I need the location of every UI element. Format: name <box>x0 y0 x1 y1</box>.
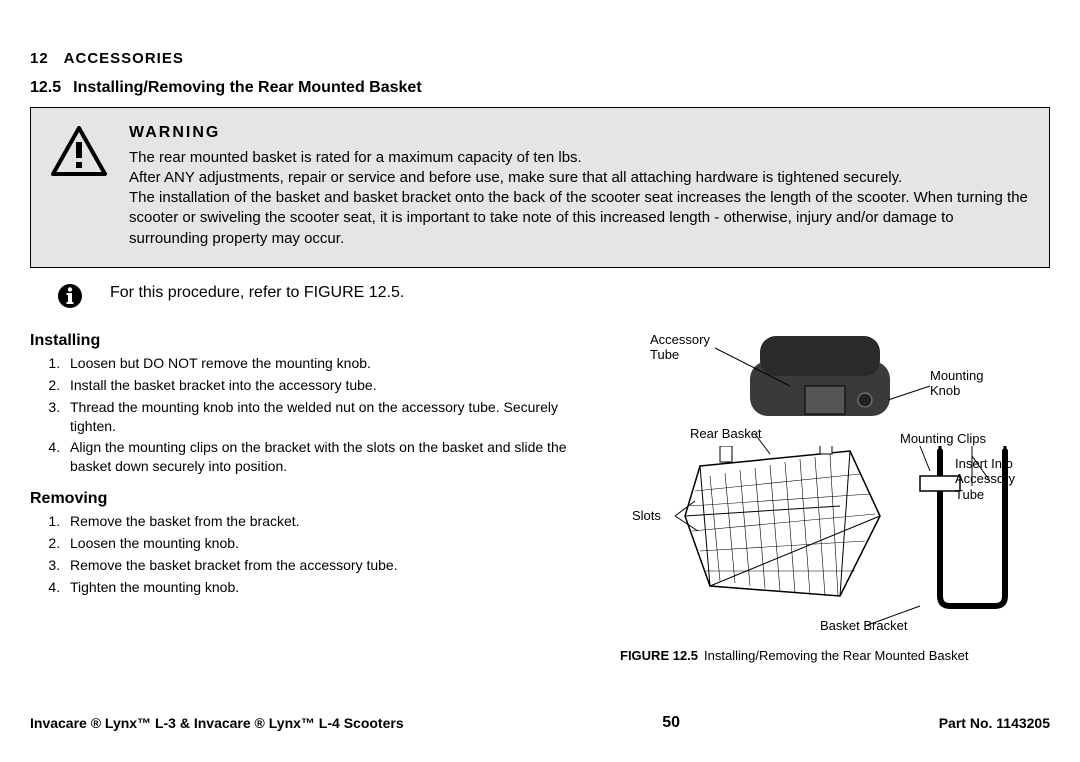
page-number: 50 <box>662 714 680 732</box>
warning-line-2: After ANY adjustments, repair or service… <box>129 168 1031 188</box>
page-footer: Invacare ® Lynx™ L-3 & Invacare ® Lynx™ … <box>30 714 1050 732</box>
figure-caption-num: FIGURE 12.5 <box>620 648 698 663</box>
warning-body: WARNING The rear mounted basket is rated… <box>129 122 1031 249</box>
warning-icon <box>49 122 109 249</box>
manual-page: 12 ACCESSORIES 12.5 Installing/Removing t… <box>0 0 1080 762</box>
remove-step: Loosen the mounting knob. <box>64 534 590 553</box>
install-step: Install the basket bracket into the acce… <box>64 376 590 395</box>
label-insert-into: Insert Into Accessory Tube <box>955 456 1015 503</box>
figure-column: Accessory Tube Mounting Knob Rear Basket… <box>620 326 1050 663</box>
label-mounting-clips: Mounting Clips <box>900 431 986 447</box>
left-column: Installing Loosen but DO NOT remove the … <box>30 326 590 663</box>
section-heading: Installing/Removing the Rear Mounted Bas… <box>73 79 422 96</box>
figure-caption-text: Installing/Removing the Rear Mounted Bas… <box>704 648 968 663</box>
content-columns: Installing Loosen but DO NOT remove the … <box>30 326 1050 663</box>
remove-step: Tighten the mounting knob. <box>64 578 590 597</box>
chapter-num: 12 <box>30 50 49 67</box>
installing-steps: Loosen but DO NOT remove the mounting kn… <box>30 354 590 476</box>
warning-title: WARNING <box>129 122 1031 144</box>
install-step: Thread the mounting knob into the welded… <box>64 398 590 436</box>
footer-left: Invacare ® Lynx™ L-3 & Invacare ® Lynx™ … <box>30 715 404 731</box>
remove-step: Remove the basket bracket from the acces… <box>64 556 590 575</box>
section-title: 12.5 Installing/Removing the Rear Mounted… <box>30 79 1050 97</box>
figure-caption: FIGURE 12.5 Installing/Removing the Rear … <box>620 648 1050 663</box>
installing-heading: Installing <box>30 332 590 350</box>
chapter-header: 12 ACCESSORIES <box>30 50 1050 67</box>
info-note-row: For this procedure, refer to FIGURE 12.5… <box>50 282 1050 310</box>
label-slots: Slots <box>632 508 661 524</box>
label-mounting-knob: Mounting Knob <box>930 368 983 399</box>
figure-area: Accessory Tube Mounting Knob Rear Basket… <box>620 326 1050 646</box>
warning-box: WARNING The rear mounted basket is rated… <box>30 107 1050 268</box>
install-step: Loosen but DO NOT remove the mounting kn… <box>64 354 590 373</box>
warning-line-1: The rear mounted basket is rated for a m… <box>129 148 1031 168</box>
section-number: 12.5 <box>30 79 61 96</box>
label-accessory-tube: Accessory Tube <box>650 332 710 363</box>
remove-step: Remove the basket from the bracket. <box>64 512 590 531</box>
info-icon <box>50 282 90 310</box>
label-rear-basket: Rear Basket <box>690 426 762 442</box>
install-step: Align the mounting clips on the bracket … <box>64 438 590 476</box>
info-note-text: For this procedure, refer to FIGURE 12.5… <box>110 282 404 302</box>
chapter-title: ACCESSORIES <box>64 50 184 67</box>
footer-right: Part No. 1143205 <box>939 715 1050 731</box>
removing-heading: Removing <box>30 490 590 508</box>
label-basket-bracket: Basket Bracket <box>820 618 907 634</box>
removing-steps: Remove the basket from the bracket. Loos… <box>30 512 590 597</box>
warning-line-3: The installation of the basket and baske… <box>129 188 1031 249</box>
